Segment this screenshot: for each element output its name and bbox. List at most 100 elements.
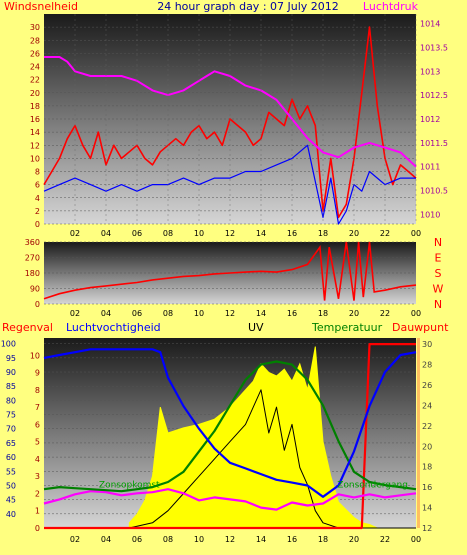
wind-y-tick-label: 12 [30,141,40,150]
climate-x-tick-label: 00 [411,535,421,544]
climate-x-tick-label: 14 [256,535,266,544]
direction-y-tick-label: 180 [25,269,40,278]
wind-x-tick-label: 12 [225,229,235,238]
temperature-y-tick-label: 24 [422,401,432,410]
direction-x-tick-label: 08 [163,309,173,318]
uv-y-tick-label: 9 [35,369,40,378]
climate-x-tick-label: 06 [132,535,142,544]
uv-y-tick-label: 10 [30,351,40,360]
wind-y-tick-label: 2 [35,207,40,216]
header-right-label: Luchtdruk [363,0,419,13]
direction-x-tick-label: 18 [318,309,328,318]
direction-y-tick-label: 360 [25,238,40,247]
wind-y-tick-label: 16 [30,115,40,124]
direction-x-tick-label: 04 [101,309,111,318]
wind-x-tick-label: 06 [132,229,142,238]
wind-y-tick-label: 28 [30,36,40,45]
wind-y-tick-label: 22 [30,76,40,85]
humidity-y-tick-label: 50 [6,481,16,490]
climate-x-tick-label: 12 [225,535,235,544]
humidity-y-tick-label: 100 [1,340,16,349]
wind-y-tick-label: 18 [30,102,40,111]
wind-x-tick-label: 14 [256,229,266,238]
temperature-y-tick-label: 26 [422,381,432,390]
pressure-y-tick-label: 1012.5 [420,91,448,100]
wind-x-tick-label: 16 [287,229,297,238]
climate-x-tick-label: 22 [380,535,390,544]
climate-x-tick-label: 18 [318,535,328,544]
direction-x-tick-label: 12 [225,309,235,318]
uv-y-tick-label: 4 [35,455,40,464]
wind-x-tick-label: 04 [101,229,111,238]
wind-x-tick-label: 18 [318,229,328,238]
pressure-y-tick-label: 1014 [420,20,440,29]
series-luchtvochtigheid-line [43,348,417,498]
series-luchtdruk-line [44,56,417,168]
humidity-y-tick-label: 40 [6,510,16,519]
compass-label: N [434,236,442,249]
humidity-y-tick-label: 60 [6,453,16,462]
uv-y-tick-label: 2 [35,489,40,498]
chart-title: 24 hour graph day : 07 July 2012 [157,0,339,13]
wind-x-tick-label: 22 [380,229,390,238]
humidity-y-tick-label: 90 [6,368,16,377]
legend-temperature: Temperatuur [311,321,383,334]
humidity-y-tick-label: 95 [6,354,16,363]
temperature-y-tick-label: 28 [422,361,432,370]
direction-x-tick-label: 00 [411,309,421,318]
series-windrichting-line [43,241,417,301]
uv-y-tick-label: 0 [35,524,40,533]
wind-x-tick-label: 00 [411,229,421,238]
direction-x-tick-label: 10 [194,309,204,318]
wind-x-tick-label: 08 [163,229,173,238]
pressure-y-tick-label: 1012 [420,115,440,124]
climate-x-tick-label: 16 [287,535,297,544]
uv-y-tick-label: 8 [35,386,40,395]
temperature-y-tick-label: 18 [422,463,432,472]
series-dauwpunt-line [43,488,417,511]
humidity-y-tick-label: 55 [6,467,16,476]
wind-y-tick-label: 0 [35,220,40,229]
direction-x-tick-label: 02 [70,309,80,318]
temperature-y-tick-label: 30 [422,340,432,349]
pressure-y-tick-label: 1011.5 [420,139,448,148]
direction-y-tick-label: 90 [30,285,40,294]
compass-label: N [434,298,442,311]
wind-y-tick-label: 6 [35,181,40,190]
legend-humidity: Luchtvochtigheid [66,321,161,334]
wind-y-tick-label: 24 [30,63,40,72]
temperature-y-tick-label: 20 [422,442,432,451]
temperature-y-tick-label: 16 [422,483,432,492]
series-regenval-line [44,343,416,530]
legend-rain: Regenval [2,321,53,334]
sunset-annotation: Zonsondergang [337,480,408,490]
uv-y-tick-label: 1 [35,507,40,516]
wind-x-tick-label: 10 [194,229,204,238]
wind-y-tick-label: 26 [30,49,40,58]
wind-x-tick-label: 02 [70,229,80,238]
wind-x-tick-label: 20 [349,229,359,238]
compass-label: S [435,267,442,280]
climate-x-tick-label: 20 [349,535,359,544]
humidity-y-tick-label: 65 [6,439,16,448]
climate-x-tick-label: 04 [101,535,111,544]
direction-x-tick-label: 20 [349,309,359,318]
direction-y-tick-label: 270 [25,254,40,263]
uv-y-tick-label: 7 [35,403,40,412]
direction-x-tick-label: 06 [132,309,142,318]
wind-y-tick-label: 8 [35,168,40,177]
series-zonnestraling-line [44,389,416,529]
header-left-label: Windsnelheid [4,0,78,13]
humidity-y-tick-label: 70 [6,425,16,434]
temperature-y-tick-label: 12 [422,524,432,533]
humidity-y-tick-label: 80 [6,396,16,405]
direction-x-tick-label: 22 [380,309,390,318]
climate-x-tick-label: 02 [70,535,80,544]
rain-axis-band [417,338,420,528]
legend-dewpoint: Dauwpunt [392,321,449,334]
direction-x-tick-label: 16 [287,309,297,318]
uv-y-tick-label: 5 [35,438,40,447]
humidity-y-tick-label: 85 [6,382,16,391]
